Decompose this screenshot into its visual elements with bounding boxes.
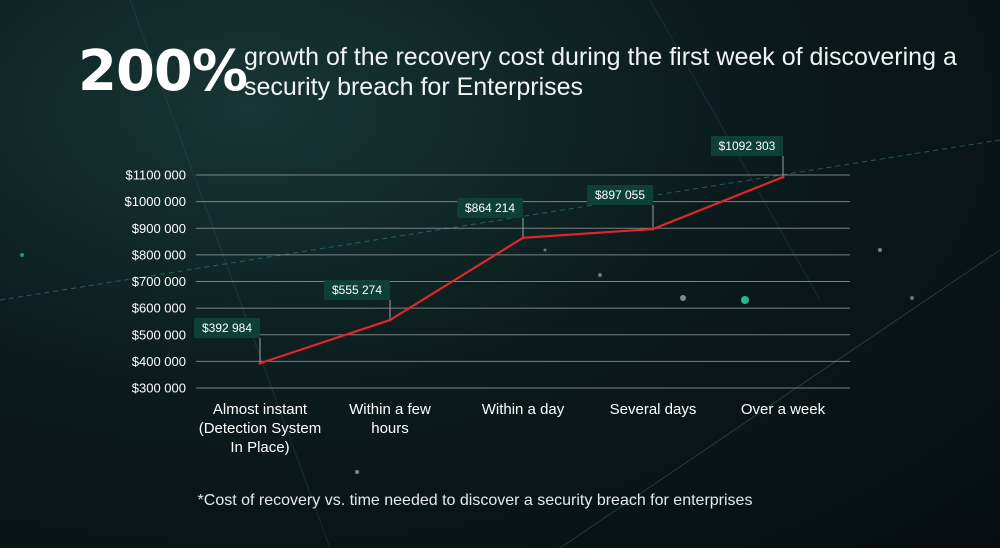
y-tick-label: $400 000 xyxy=(132,354,186,369)
data-point xyxy=(781,175,785,179)
headline-big-number: 200% xyxy=(78,39,248,104)
headline-text: growth of the recovery cost during the f… xyxy=(244,43,957,101)
data-point xyxy=(651,227,655,231)
x-tick-label: Almost instant xyxy=(213,401,308,418)
x-tick-label: In Place) xyxy=(230,439,289,456)
y-tick-label: $700 000 xyxy=(132,274,186,289)
y-tick-label: $500 000 xyxy=(132,327,186,342)
footnote: *Cost of recovery vs. time needed to dis… xyxy=(197,492,753,509)
data-label: $1092 303 xyxy=(719,139,776,153)
y-tick-label: $1000 000 xyxy=(125,194,186,209)
y-tick-label: $800 000 xyxy=(132,247,186,262)
x-tick-label: Within a few xyxy=(349,401,431,418)
y-tick-label: $900 000 xyxy=(132,221,186,236)
x-tick-label: (Detection System xyxy=(199,420,322,437)
data-label: $555 274 xyxy=(332,283,382,297)
y-tick-label: $600 000 xyxy=(132,301,186,316)
y-tick-label: $1100 000 xyxy=(126,168,187,183)
data-point xyxy=(521,236,525,240)
x-tick-label: Over a week xyxy=(741,401,826,418)
data-label: $392 984 xyxy=(202,321,252,335)
data-label: $864 214 xyxy=(465,201,515,215)
data-label-box xyxy=(194,318,260,338)
data-point xyxy=(258,361,262,365)
data-label: $897 055 xyxy=(595,188,645,202)
footnote-wrapper: *Cost of recovery vs. time needed to dis… xyxy=(0,492,940,510)
data-label-box xyxy=(457,198,523,218)
headline: 200% growth of the recovery cost during … xyxy=(78,40,978,110)
data-point xyxy=(388,318,392,322)
y-tick-label: $300 000 xyxy=(132,381,186,396)
x-tick-label: Within a day xyxy=(482,401,565,418)
data-label-box xyxy=(587,185,653,205)
data-label-box xyxy=(324,280,390,300)
data-label-box xyxy=(711,136,783,156)
x-tick-label: hours xyxy=(371,420,409,437)
x-tick-label: Several days xyxy=(610,401,697,418)
